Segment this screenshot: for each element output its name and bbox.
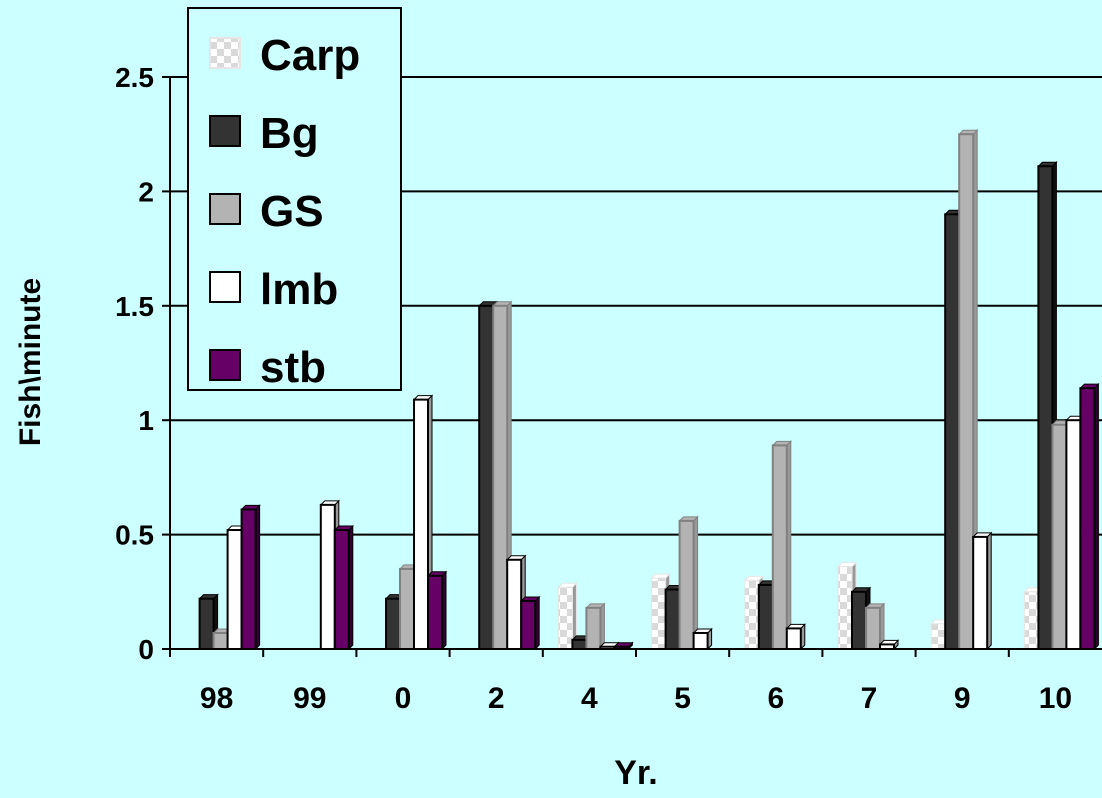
bar-top [650,573,671,579]
bars [198,128,1100,651]
x-tick-label: 4 [581,682,598,715]
bar-front [851,590,867,650]
bar-front [664,588,681,651]
y-tick-label: 0.5 [115,520,154,551]
bar-front [651,577,667,650]
axes [162,76,1102,657]
bar-front [557,586,573,650]
bar-stb-98 [240,504,261,651]
bar-front [427,574,443,650]
bar-front [198,597,215,650]
x-axis-label: Yr. [614,754,657,792]
x-tick-label: 6 [767,682,784,715]
legend-swatch [209,115,241,147]
bar-front [744,579,760,650]
bar-lmb-6 [785,623,807,651]
bar-front [226,529,243,650]
x-tick-label: 0 [395,682,412,715]
bar-stb-10 [1079,382,1100,651]
legend-item-gs: GS [209,187,324,236]
bar-front [1065,419,1082,651]
bar-bg-98 [198,593,219,651]
y-axis-label: Fish\minute [14,278,47,446]
bar-front [944,213,961,650]
x-tick-label: 2 [488,682,505,715]
bar-stb-2 [519,595,541,651]
bar-front [571,638,588,651]
bar-front [930,623,946,650]
legend-swatch [209,349,241,381]
legend-swatch [209,37,241,69]
bar-front [678,519,695,651]
bar-front [240,508,257,650]
x-tick-labels: 98 99 0 2 4 5 6 7 9 10 [200,682,1072,715]
bar-top [836,562,858,568]
legend-swatch [209,271,241,303]
bar-front [319,503,336,650]
legend-label: GS [260,187,324,236]
legend-item-lmb: lmb [209,265,338,314]
bar-front [492,304,509,650]
x-tick-label: 98 [200,682,233,715]
bar-front [771,444,788,651]
bar-lmb-7 [878,639,900,651]
bar-lmb-9 [971,531,993,651]
bar-front [212,631,229,651]
bar-top [743,575,765,581]
legend-label: Bg [260,109,319,158]
legend-label: Carp [260,31,360,80]
legend-swatch [209,193,241,225]
legend-item-bg: Bg [209,109,319,158]
bar-stb-99 [333,524,355,651]
bar-front [958,133,975,650]
x-tick-label: 10 [1039,682,1072,715]
bar-front [520,599,537,651]
bar-top [557,582,578,588]
legend-item-stb: stb [209,343,326,392]
bar-front [972,535,989,650]
bar-front [1051,423,1068,650]
bar-front [757,583,774,650]
bar-front [1079,387,1096,650]
y-tick-label: 1.5 [115,291,154,322]
bar-front [506,558,523,651]
y-tick-label: 1 [138,405,154,436]
x-tick-label: 9 [954,682,971,715]
bar-front [1037,165,1054,650]
bar-bg-10 [1037,161,1058,651]
y-tick-label: 0 [138,634,154,665]
x-tick-label: 99 [293,682,326,715]
bar-gs-7 [864,602,886,651]
bar-front [1023,591,1039,650]
bar-front [413,398,429,650]
bar-front [785,627,802,651]
bar-gs-5 [678,515,699,651]
y-tick-labels: 0 0.5 1 1.5 2 2.5 [115,62,154,665]
bar-front [837,566,853,650]
x-tick-label: 7 [861,682,878,715]
legend: Carp Bg GS lmb stb [187,7,402,392]
bar-stb-0 [426,570,448,651]
bar-front [399,567,415,650]
y-tick-label: 2.5 [115,62,154,93]
bar-stb-4 [613,641,634,651]
bar-front [865,606,881,650]
bar-front [385,597,401,650]
bar-front [585,606,602,650]
x-tick-label: 5 [674,682,691,715]
legend-item-carp: Carp [209,31,360,80]
bar-gs-4 [585,602,606,651]
legend-label: stb [260,343,326,392]
bar-gs-6 [771,440,793,651]
bar-front [692,631,709,651]
legend-label: lmb [260,265,338,314]
bar-front [478,304,495,650]
bar-front [333,529,350,650]
y-tick-label: 2 [138,176,154,207]
bar-lmb-5 [692,627,713,651]
bar-carp-4 [557,582,578,651]
